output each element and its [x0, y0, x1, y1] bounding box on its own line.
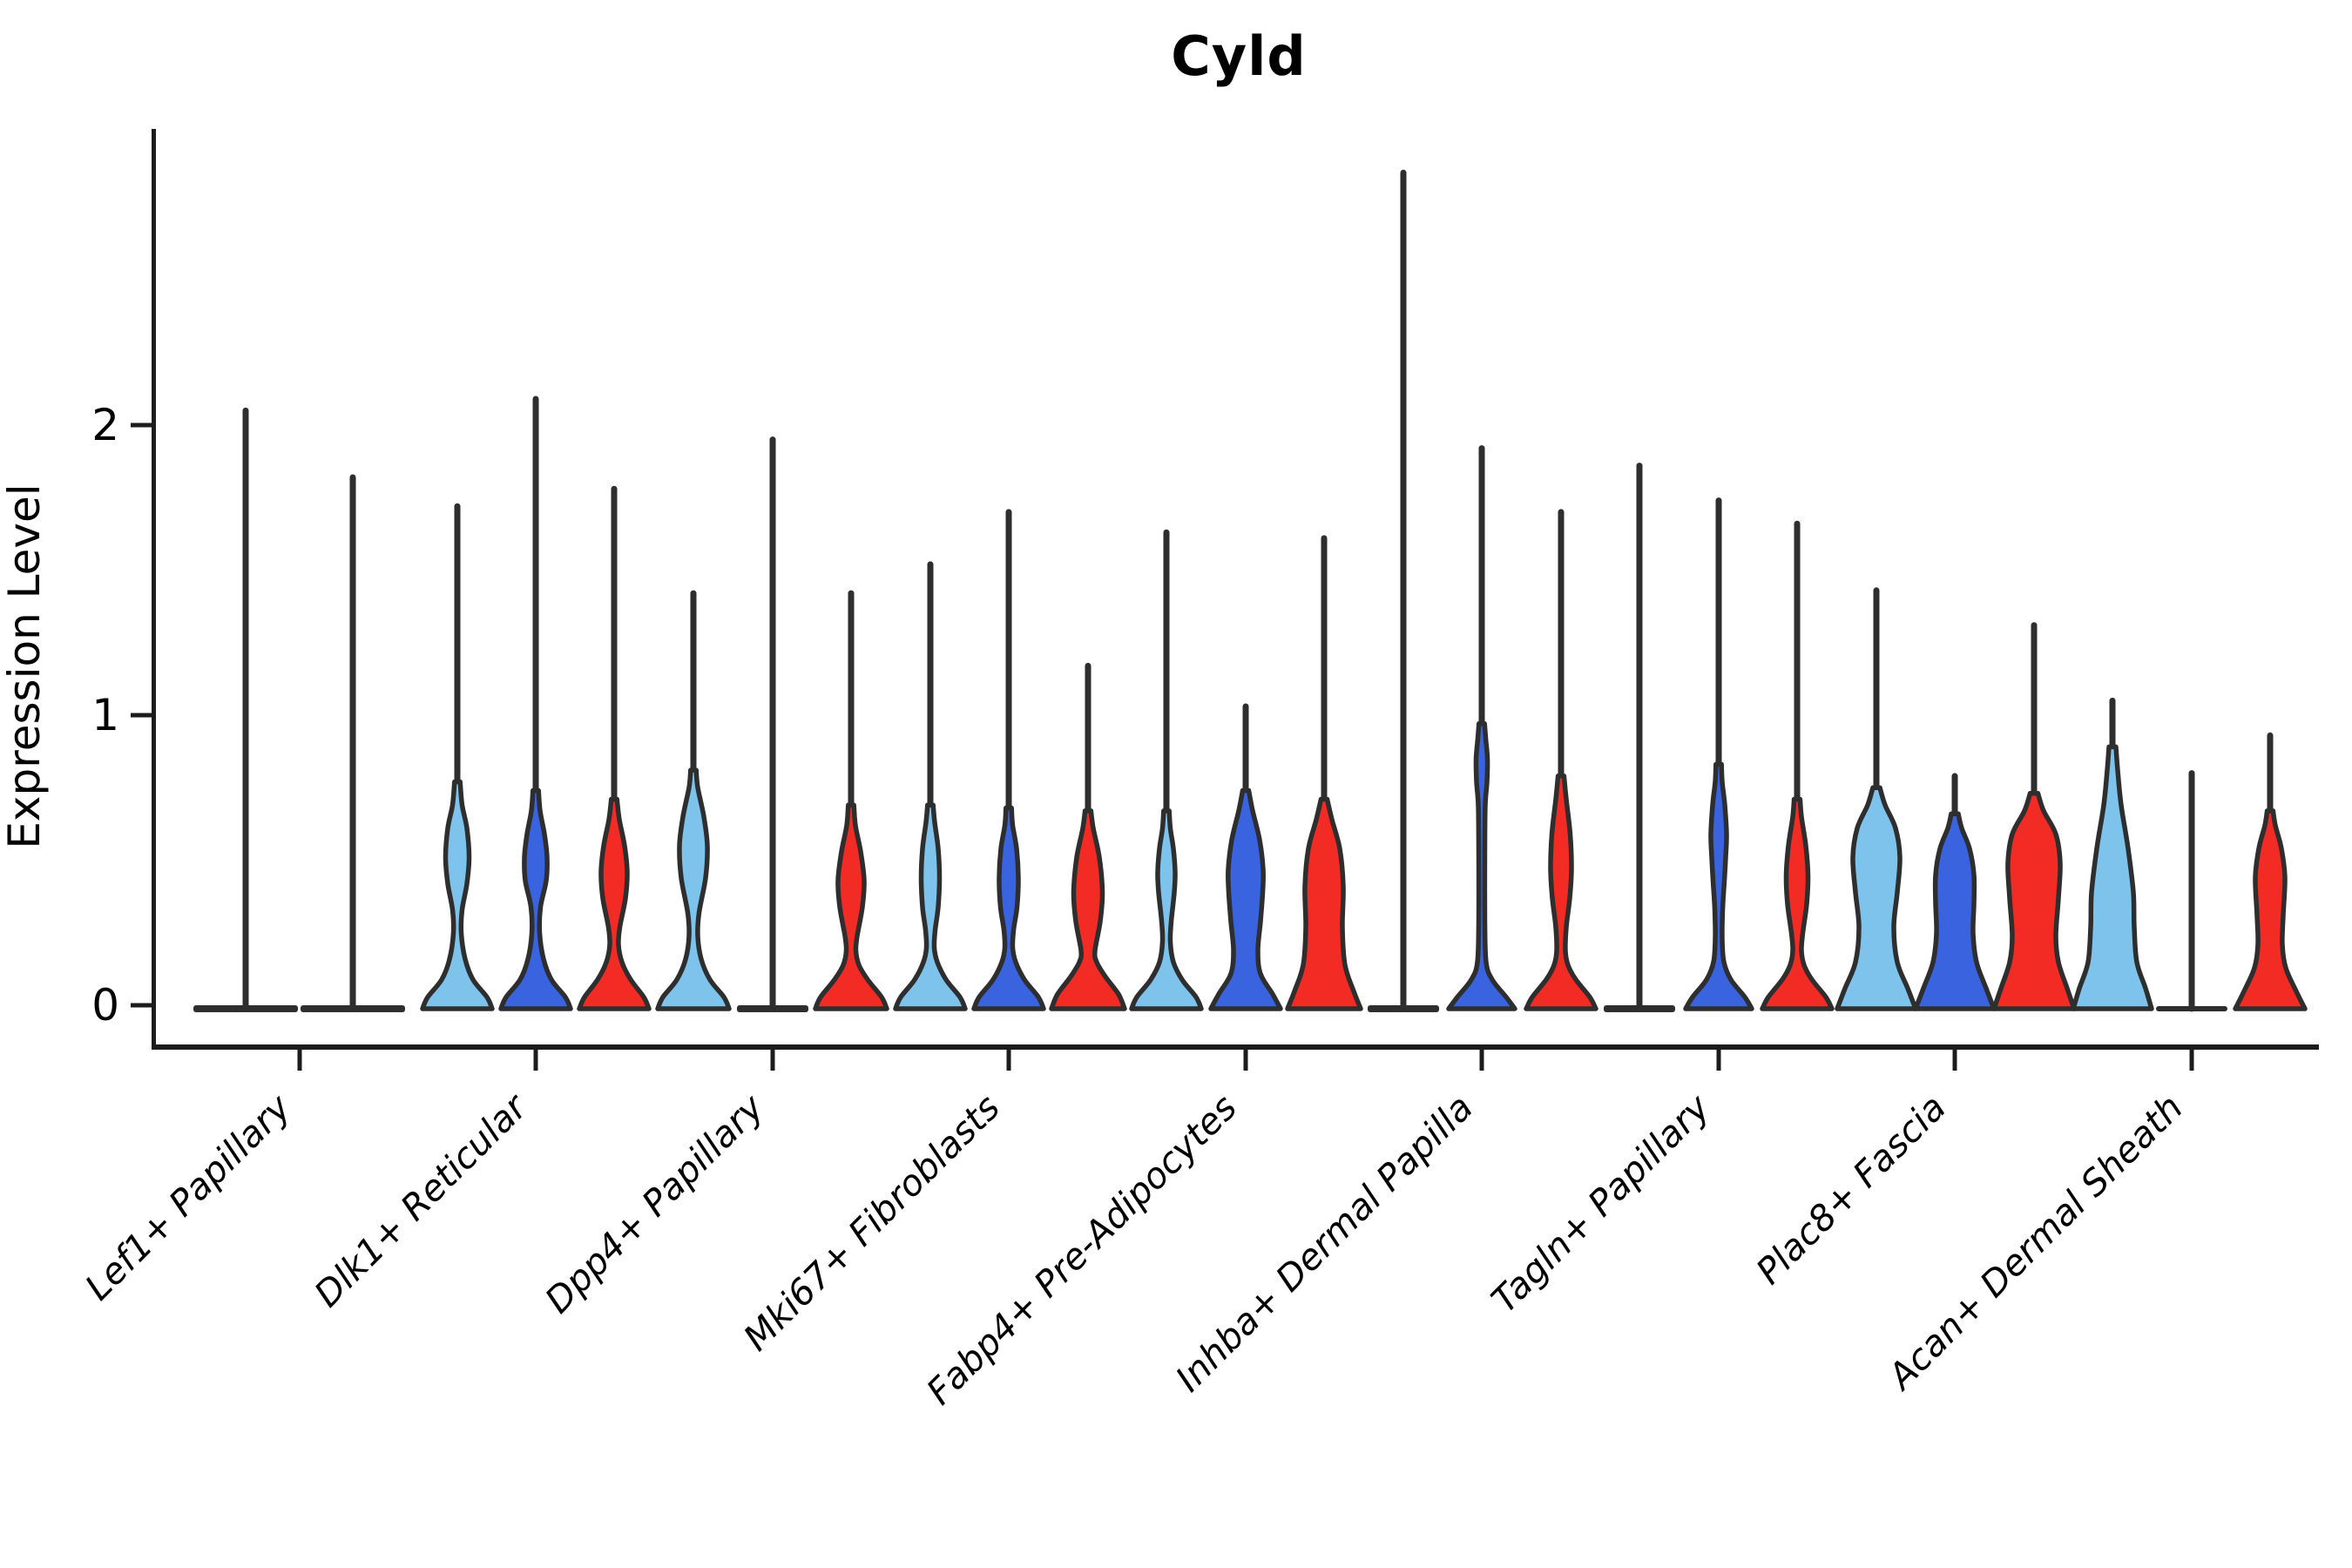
violin-body	[1835, 785, 1918, 1011]
violin-body	[1524, 774, 1598, 1011]
violin-body	[1991, 791, 2077, 1011]
x-tick-mark	[533, 1050, 538, 1071]
y-tick-label: 1	[91, 690, 119, 740]
y-tick-mark	[131, 422, 152, 428]
x-tick-mark	[2189, 1050, 2194, 1071]
x-tick-mark	[770, 1050, 775, 1071]
x-tick-label: Mki67+ Fibroblasts	[735, 1086, 1008, 1359]
x-tick-label: Dlk1+ Reticular	[307, 1085, 537, 1315]
x-tick-mark	[1716, 1050, 1721, 1071]
violin-body	[1049, 808, 1127, 1011]
x-tick-mark	[1243, 1050, 1248, 1071]
x-tick-label: Tagln+ Papillary	[1484, 1086, 1719, 1321]
x-tick-label: Dpp4+ Papillary	[537, 1086, 772, 1321]
violin-body	[1446, 720, 1517, 1011]
x-tick-mark	[1006, 1050, 1011, 1071]
x-tick-label: Lef1+ Papillary	[77, 1086, 299, 1308]
y-axis-label: Expression Level	[0, 483, 50, 849]
violin-body	[420, 779, 495, 1011]
violin-body	[1683, 761, 1754, 1011]
y-axis-spine	[152, 129, 156, 1050]
violin-body	[655, 767, 732, 1011]
y-tick-mark	[131, 713, 152, 718]
violin-body	[498, 787, 573, 1011]
x-tick-mark	[1479, 1050, 1484, 1071]
x-tick-mark	[297, 1050, 302, 1071]
violin-body	[893, 802, 968, 1011]
violin-body	[1129, 808, 1204, 1011]
violin-body	[577, 796, 652, 1011]
x-tick-label: Plac8+ Fascia	[1748, 1086, 1954, 1292]
chart-title: Cyld	[1171, 24, 1307, 88]
violin-body	[1285, 796, 1363, 1011]
y-tick-label: 0	[91, 980, 119, 1031]
y-tick-label: 2	[91, 400, 119, 450]
violin-body	[2071, 744, 2154, 1011]
violin-body	[1760, 796, 1835, 1011]
x-axis-spine	[152, 1044, 2319, 1050]
y-tick-mark	[131, 1003, 152, 1008]
violin-body	[1913, 811, 1997, 1011]
violin-body	[1208, 787, 1283, 1011]
violin-body	[2233, 808, 2308, 1011]
x-tick-mark	[1952, 1050, 1957, 1071]
violin-body	[971, 805, 1046, 1011]
violin-body	[813, 802, 889, 1011]
